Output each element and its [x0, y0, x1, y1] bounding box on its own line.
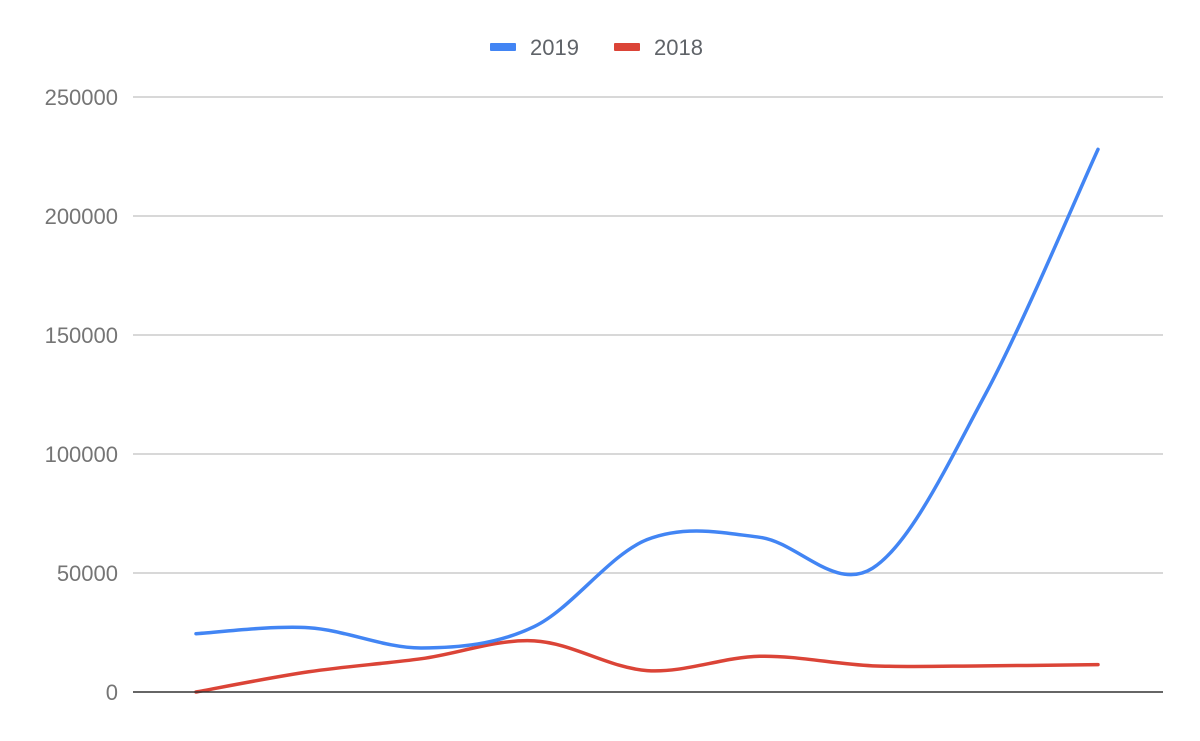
- legend: 2019 2018: [490, 35, 703, 60]
- y-tick-label: 200000: [45, 204, 118, 229]
- y-tick-label: 0: [106, 680, 118, 705]
- legend-label-2019: 2019: [530, 35, 579, 60]
- y-tick-label: 250000: [45, 85, 118, 110]
- y-tick-label: 100000: [45, 442, 118, 467]
- y-axis: 0 50000 100000 150000 200000 250000: [45, 85, 118, 705]
- series-line-2018: [194, 638, 1100, 694]
- y-tick-label: 50000: [57, 561, 118, 586]
- legend-swatch-2019: [490, 43, 516, 51]
- series-line-2019: [194, 147, 1100, 650]
- gridlines: [133, 96, 1163, 574]
- y-tick-label: 150000: [45, 323, 118, 348]
- series-group: [194, 147, 1100, 694]
- legend-swatch-2018: [614, 43, 640, 51]
- legend-label-2018: 2018: [654, 35, 703, 60]
